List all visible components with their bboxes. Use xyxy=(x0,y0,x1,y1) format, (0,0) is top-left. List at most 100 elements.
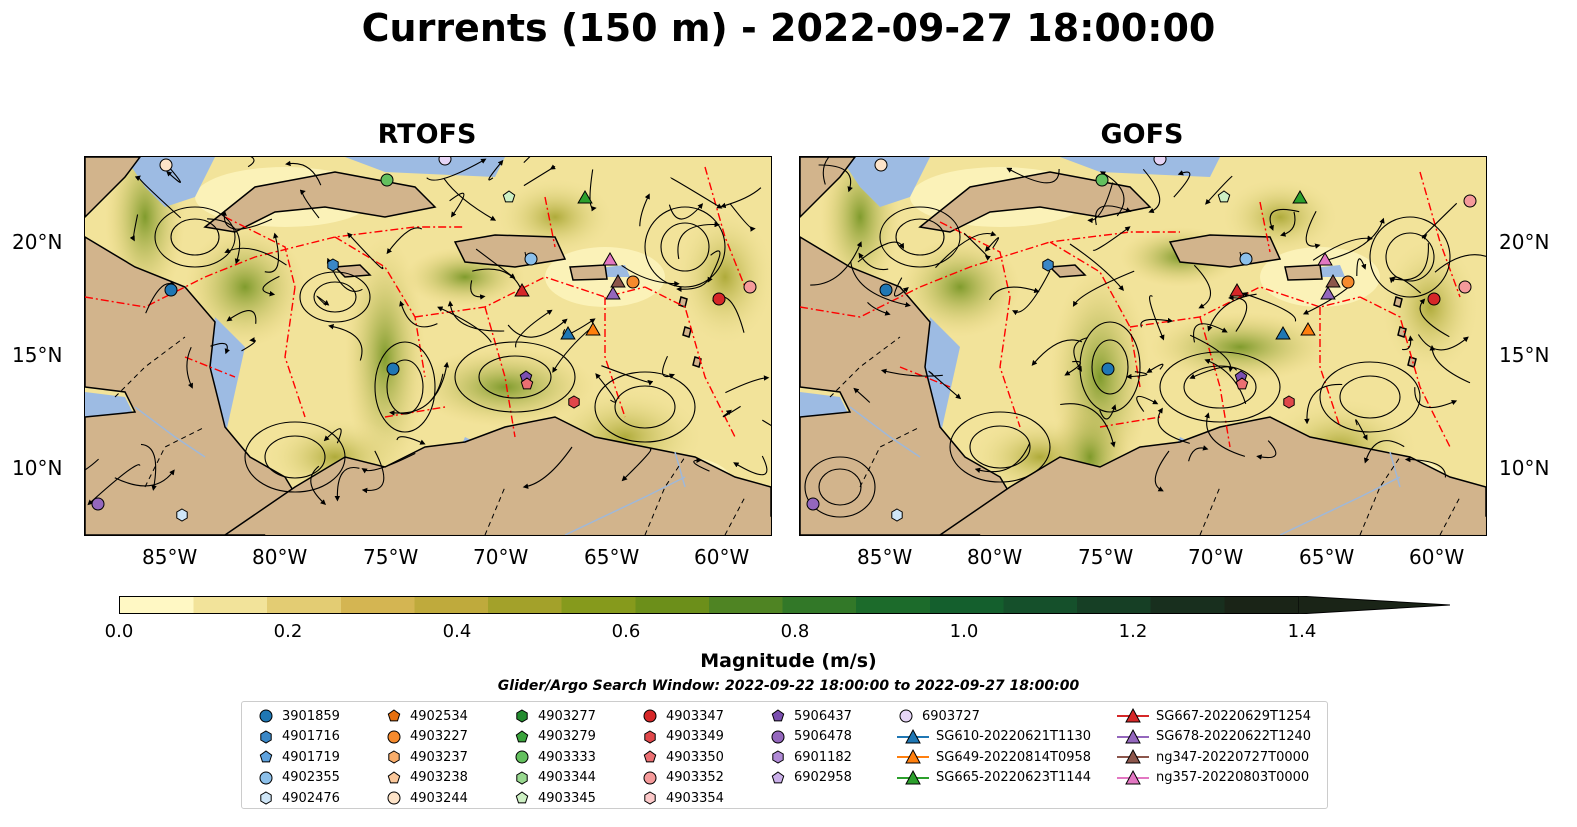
float-marker[interactable] xyxy=(577,189,593,204)
float-marker[interactable] xyxy=(1325,273,1341,288)
south-america-interior xyxy=(265,452,771,535)
float-marker[interactable] xyxy=(1283,395,1295,409)
legend-item: 4903279 xyxy=(512,727,596,747)
x-tick-label: 85°W xyxy=(142,545,198,569)
legend: 3901859 4901716 4901719 4902355 4902476 … xyxy=(241,701,1328,809)
y-tick-label: 20°N xyxy=(12,230,63,254)
current-speed-patch xyxy=(900,237,1020,337)
float-marker[interactable] xyxy=(520,377,534,390)
legend-item: 6901182 xyxy=(768,747,852,767)
legend-label: 5906437 xyxy=(794,708,852,724)
legend-marker-icon xyxy=(387,730,401,743)
float-marker[interactable] xyxy=(1458,280,1472,294)
legend-marker-icon xyxy=(897,728,929,743)
float-marker[interactable] xyxy=(626,275,640,289)
x-tick-label: 60°W xyxy=(1409,545,1465,569)
float-marker[interactable] xyxy=(1320,285,1336,300)
float-marker[interactable] xyxy=(1217,190,1231,203)
float-marker[interactable] xyxy=(1095,173,1109,187)
legend-label: 4901716 xyxy=(282,729,340,744)
legend-label: 4903333 xyxy=(538,749,596,765)
float-marker[interactable] xyxy=(560,325,576,340)
legend-marker-icon xyxy=(771,770,785,783)
float-marker[interactable] xyxy=(712,292,726,306)
float-marker[interactable] xyxy=(1341,275,1355,289)
panel-title-gofs: GOFS xyxy=(1100,119,1184,150)
rivers xyxy=(134,406,686,535)
legend-marker-icon xyxy=(1117,728,1149,743)
float-marker[interactable] xyxy=(891,508,903,522)
south-america-interior xyxy=(980,452,1486,535)
float-marker[interactable] xyxy=(502,190,516,203)
legend-label: 4903237 xyxy=(410,749,468,765)
streamlines xyxy=(804,157,1486,518)
legend-item: ng347-20220727T0000 xyxy=(1116,747,1309,767)
float-marker[interactable] xyxy=(1427,292,1441,306)
legend-label: 4903238 xyxy=(410,770,468,785)
float-marker[interactable] xyxy=(610,273,626,288)
float-marker[interactable] xyxy=(874,158,888,172)
float-marker[interactable] xyxy=(159,158,173,172)
float-marker[interactable] xyxy=(806,497,820,511)
map-panel-gofs[interactable] xyxy=(799,156,1487,536)
legend-label: 4903279 xyxy=(538,729,596,744)
float-marker[interactable] xyxy=(1300,321,1316,336)
float-marker[interactable] xyxy=(438,157,452,166)
legend-marker-icon xyxy=(771,709,785,722)
legend-item: 5906437 xyxy=(768,706,852,726)
float-marker[interactable] xyxy=(1153,157,1167,166)
legend-marker-icon xyxy=(388,750,400,764)
legend-marker-icon xyxy=(259,750,273,763)
float-marker[interactable] xyxy=(514,282,530,297)
float-marker[interactable] xyxy=(585,321,601,336)
legend-item: 4903349 xyxy=(640,727,724,747)
float-marker[interactable] xyxy=(568,395,580,409)
legend-label: 4903347 xyxy=(666,708,724,724)
map-panel-rtofs[interactable] xyxy=(84,156,772,536)
float-marker[interactable] xyxy=(1229,282,1245,297)
float-marker[interactable] xyxy=(327,258,339,272)
legend-label: 3901859 xyxy=(282,708,340,724)
float-marker[interactable] xyxy=(605,285,621,300)
x-tick-label: 60°W xyxy=(694,545,750,569)
float-marker[interactable] xyxy=(1317,251,1333,266)
float-marker[interactable] xyxy=(176,508,188,522)
float-marker[interactable] xyxy=(1463,194,1477,208)
float-marker[interactable] xyxy=(164,283,178,297)
legend-marker-icon xyxy=(259,709,273,723)
legend-marker-icon xyxy=(516,709,528,723)
legend-item: 6902958 xyxy=(768,768,852,788)
legend-marker-icon xyxy=(387,709,401,722)
legend-item: SG667-20220629T1254 xyxy=(1116,706,1311,726)
float-marker[interactable] xyxy=(602,251,618,266)
legend-marker-icon xyxy=(387,791,401,805)
float-marker[interactable] xyxy=(1235,377,1249,390)
float-marker[interactable] xyxy=(1275,325,1291,340)
legend-marker-icon xyxy=(260,729,272,744)
legend-item: 3901859 xyxy=(256,706,340,726)
legend-item: 4903238 xyxy=(384,768,468,788)
float-marker[interactable] xyxy=(879,283,893,297)
figure-title: Currents (150 m) - 2022-09-27 18:00:00 xyxy=(361,6,1216,50)
float-marker[interactable] xyxy=(380,173,394,187)
float-marker[interactable] xyxy=(524,252,538,266)
float-marker[interactable] xyxy=(1239,252,1253,266)
float-marker[interactable] xyxy=(1042,258,1054,272)
float-marker[interactable] xyxy=(1292,189,1308,204)
colorbar-tick-label: 0.0 xyxy=(104,621,134,642)
legend-label: 6903727 xyxy=(922,708,980,724)
float-marker[interactable] xyxy=(743,280,757,294)
colorbar-extend-arrow xyxy=(1298,596,1450,614)
legend-label: 4901719 xyxy=(282,749,340,765)
legend-item: SG665-20220623T1144 xyxy=(896,768,1091,788)
x-tick-label: 70°W xyxy=(1188,545,1244,569)
legend-item: 4902476 xyxy=(256,788,340,808)
legend-item: SG678-20220622T1240 xyxy=(1116,727,1311,747)
legend-label: 5906478 xyxy=(794,729,852,744)
float-marker[interactable] xyxy=(386,362,400,376)
float-marker[interactable] xyxy=(91,497,105,511)
current-speed-patch xyxy=(345,237,425,477)
legend-marker-icon xyxy=(643,709,657,723)
float-marker[interactable] xyxy=(1101,362,1115,376)
y-tick-label: 15°N xyxy=(12,343,63,367)
